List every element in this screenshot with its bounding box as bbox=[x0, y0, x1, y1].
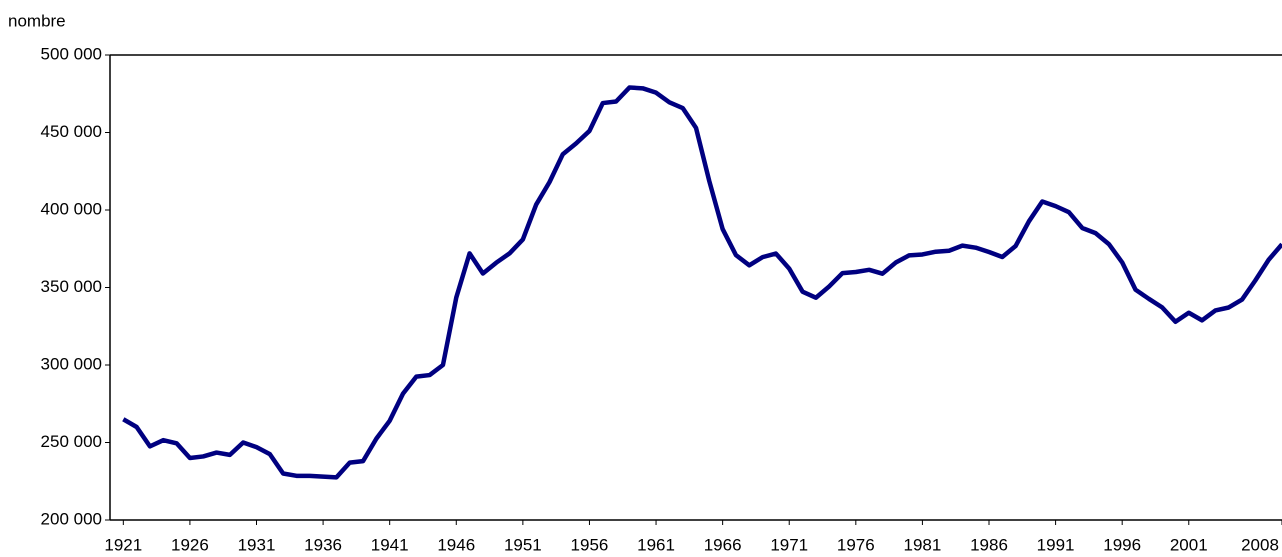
y-tick-label: 250 000 bbox=[41, 432, 102, 451]
x-tick-label: 1971 bbox=[770, 535, 808, 554]
y-tick-label: 500 000 bbox=[41, 44, 102, 63]
x-tick-label: 1936 bbox=[304, 535, 342, 554]
x-tick-label: 1991 bbox=[1037, 535, 1075, 554]
y-axis-title: nombre bbox=[8, 11, 66, 30]
x-tick-label: 1961 bbox=[637, 535, 675, 554]
x-tick-label: 1966 bbox=[704, 535, 742, 554]
data-line bbox=[122, 85, 1282, 480]
x-tick-label: 1921 bbox=[104, 535, 142, 554]
x-tick-label: 1941 bbox=[371, 535, 409, 554]
x-tick-label: 2001 bbox=[1170, 535, 1208, 554]
x-tick-label: 1931 bbox=[238, 535, 276, 554]
y-tick-label: 400 000 bbox=[41, 199, 102, 218]
x-tick-label: 1996 bbox=[1103, 535, 1141, 554]
x-tick-label: 1986 bbox=[970, 535, 1008, 554]
y-tick-label: 350 000 bbox=[41, 277, 102, 296]
x-tick-label: 1956 bbox=[571, 535, 609, 554]
y-tick-label: 450 000 bbox=[41, 122, 102, 141]
y-tick-label: 300 000 bbox=[41, 354, 102, 373]
x-tick-label: 1926 bbox=[171, 535, 209, 554]
x-tick-label: 1946 bbox=[437, 535, 475, 554]
x-tick-label: 1981 bbox=[903, 535, 941, 554]
x-tick-label: 1976 bbox=[837, 535, 875, 554]
y-tick-label: 200 000 bbox=[41, 509, 102, 528]
x-tick-label: 2008 bbox=[1241, 535, 1279, 554]
x-tick-label: 1951 bbox=[504, 535, 542, 554]
